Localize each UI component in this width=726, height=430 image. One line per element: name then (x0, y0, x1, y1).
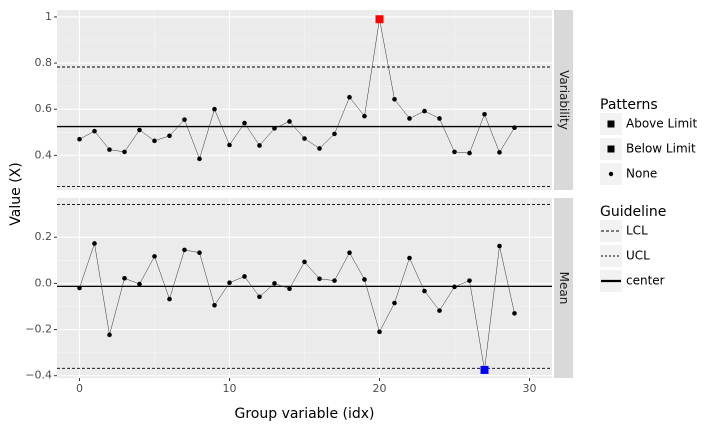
facet-strip (554, 198, 573, 378)
legend-title-guideline: Guideline (600, 204, 666, 220)
data-point (227, 142, 232, 148)
legend-label-guideline: LCL (626, 224, 648, 238)
data-point (467, 150, 472, 156)
data-point (77, 285, 82, 291)
data-point (512, 125, 517, 130)
legend-label-pattern: None (626, 167, 657, 181)
data-point (242, 120, 247, 126)
data-point (467, 278, 472, 283)
facet-label: Mean (557, 272, 571, 305)
x-tick-label: 30 (523, 382, 537, 395)
y-tick-label: 0.8 (35, 56, 53, 69)
data-point (227, 280, 232, 285)
data-point (317, 146, 322, 151)
data-point (122, 276, 127, 281)
y-tick-label: 0.0 (35, 276, 53, 289)
x-tick-label: 10 (223, 382, 237, 395)
data-point (362, 113, 367, 119)
y-tick-label: 1 (45, 10, 52, 23)
data-point (497, 150, 502, 155)
legend-label-pattern: Above Limit (626, 117, 698, 131)
data-point (452, 149, 457, 155)
data-point (347, 94, 352, 100)
x-tick-label: 0 (76, 382, 83, 395)
data-point (122, 149, 127, 155)
data-point (407, 116, 412, 121)
data-point (197, 156, 202, 162)
data-point (512, 311, 517, 316)
y-tick-label: −0.2 (25, 323, 52, 336)
legend-label-guideline: center (626, 274, 665, 288)
data-point (257, 294, 262, 300)
data-point (437, 116, 442, 121)
data-point (272, 126, 277, 131)
data-point (107, 332, 112, 338)
data-point (422, 288, 427, 294)
series-line (79, 19, 515, 160)
data-point (152, 254, 157, 259)
facet-strip (554, 10, 573, 190)
data-point (317, 276, 322, 282)
legend-title-patterns: Patterns (600, 97, 658, 113)
data-point (347, 250, 352, 255)
y-tick-label: 0.6 (35, 102, 53, 115)
y-tick-label: 0.4 (35, 148, 53, 161)
data-point (452, 284, 457, 290)
data-point (497, 243, 502, 249)
data-point (257, 143, 262, 148)
data-point (332, 278, 337, 283)
data-point (212, 106, 217, 112)
data-point (407, 255, 412, 261)
data-point (482, 112, 487, 117)
data-point (392, 97, 397, 102)
data-point (197, 250, 202, 255)
panel-variability: Variability 0.4 0.6 0.8 1 (35, 10, 573, 190)
data-point (167, 133, 172, 139)
data-point (422, 108, 427, 114)
x-axis-title: Group variable (idx) (235, 406, 375, 422)
data-point (92, 128, 97, 134)
pattern-marker-below-limit (480, 365, 489, 374)
data-point (137, 281, 142, 287)
legend-label-pattern: Below Limit (626, 142, 696, 156)
data-point (107, 147, 112, 152)
panel-mean: Mean −0.4 −0.2 0.0 0.2 (25, 198, 573, 382)
data-point (302, 136, 307, 141)
data-point (437, 308, 442, 313)
data-point (287, 286, 292, 291)
data-point (302, 259, 307, 265)
data-point (392, 300, 397, 306)
y-axis-title: Value (X) (8, 162, 24, 225)
x-tick-label: 20 (373, 382, 387, 395)
legend-key-point (608, 171, 614, 177)
data-point (272, 281, 277, 286)
data-point (92, 241, 97, 246)
data-point (212, 303, 217, 308)
y-tick-label: −0.4 (25, 369, 52, 382)
legend-key-square (607, 120, 615, 128)
facet-label: Variability (557, 70, 571, 130)
legend-label-guideline: UCL (626, 249, 650, 263)
y-tick-label: 0.2 (35, 230, 53, 243)
data-point (242, 274, 247, 279)
data-point (182, 247, 187, 253)
data-point (77, 136, 82, 142)
data-point (137, 127, 142, 133)
data-point (182, 117, 187, 122)
data-point (377, 329, 382, 335)
data-point (167, 296, 172, 302)
data-point (152, 138, 157, 144)
legend-key-square (607, 145, 615, 153)
series-line (79, 243, 515, 370)
pattern-marker-above-limit (375, 15, 384, 24)
data-point (332, 131, 337, 137)
data-point (362, 277, 367, 282)
data-point (287, 119, 292, 124)
